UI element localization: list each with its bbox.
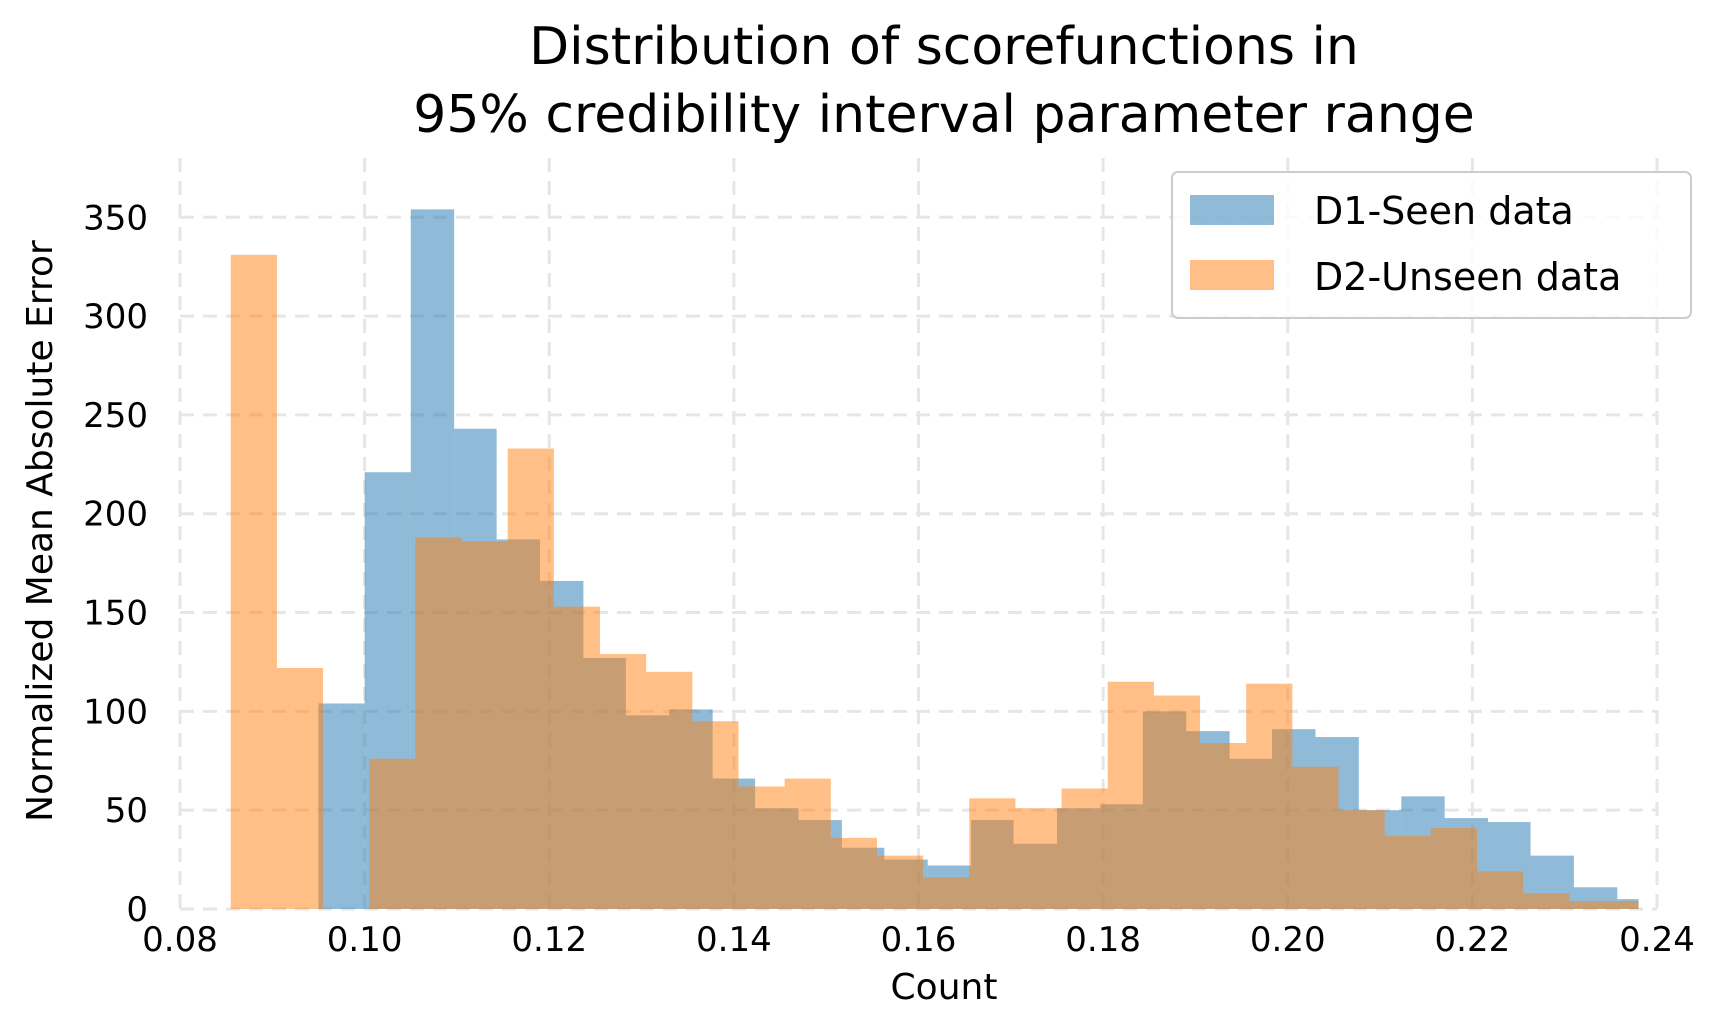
bar-series-0-bin-0 bbox=[318, 703, 365, 909]
bar-series-1-bin-1 bbox=[276, 667, 324, 909]
x-tick-label-1: 0.10 bbox=[327, 920, 403, 960]
bar-series-1-bin-2 bbox=[369, 758, 416, 909]
bar-series-1-bin-8 bbox=[646, 671, 693, 909]
y-tick-label-5: 250 bbox=[83, 396, 148, 436]
bar-series-1-bin-17 bbox=[1061, 788, 1108, 909]
x-tick-label-7: 0.22 bbox=[1435, 920, 1511, 960]
bar-series-1-bin-25 bbox=[1430, 827, 1477, 909]
legend-box bbox=[1171, 171, 1692, 319]
bar-series-1-bin-11 bbox=[784, 778, 831, 909]
bar-series-1-bin-4 bbox=[461, 541, 508, 909]
chart-title-line-2: 95% credibility interval parameter range bbox=[413, 85, 1474, 145]
y-tick-label-2: 100 bbox=[83, 692, 148, 732]
bar-series-1-bin-13 bbox=[876, 855, 924, 909]
bar-series-1-bin-24 bbox=[1384, 835, 1431, 909]
legend-swatch-d2 bbox=[1190, 260, 1274, 290]
bar-series-1-bin-23 bbox=[1338, 810, 1385, 909]
chart-title-line-1: Distribution of scorefunctions in bbox=[529, 17, 1359, 77]
bar-series-1-bin-15 bbox=[969, 798, 1016, 909]
bar-series-1-bin-27 bbox=[1523, 893, 1570, 909]
y-tick-label-0: 0 bbox=[126, 890, 148, 930]
bar-series-1-bin-16 bbox=[1015, 808, 1062, 909]
legend-label-d2: D2-Unseen data bbox=[1314, 255, 1621, 299]
y-tick-label-3: 150 bbox=[83, 594, 148, 634]
bar-series-1-bin-28 bbox=[1569, 901, 1639, 909]
bar-series-1-bin-21 bbox=[1246, 683, 1293, 909]
bar-series-1-bin-5 bbox=[507, 448, 554, 909]
bar-series-1-bin-3 bbox=[415, 537, 462, 909]
bar-series-1-bin-6 bbox=[553, 606, 601, 909]
x-axis-ticks: 0.08 0.10 0.12 0.14 0.16 0.18 0.20 0.22 0.24 bbox=[142, 920, 1695, 960]
x-axis-label: Count bbox=[891, 967, 998, 1008]
x-tick-label-4: 0.16 bbox=[881, 920, 957, 960]
bar-series-1-bin-22 bbox=[1292, 766, 1339, 909]
y-tick-label-7: 350 bbox=[83, 198, 148, 238]
x-tick-label-5: 0.18 bbox=[1065, 920, 1141, 960]
y-tick-label-6: 300 bbox=[83, 297, 148, 337]
x-tick-label-3: 0.14 bbox=[696, 920, 772, 960]
bar-series-1-bin-20 bbox=[1200, 742, 1247, 909]
bar-series-1-bin-19 bbox=[1153, 695, 1201, 909]
legend-swatch-d1 bbox=[1190, 195, 1274, 225]
y-tick-label-1: 50 bbox=[105, 791, 148, 831]
bar-series-1-bin-14 bbox=[923, 877, 970, 909]
x-tick-label-0: 0.08 bbox=[142, 920, 218, 960]
series-d2-bars bbox=[230, 254, 1639, 909]
bar-series-1-bin-10 bbox=[738, 786, 785, 909]
y-tick-label-4: 200 bbox=[83, 495, 148, 535]
y-axis-ticks: 0 50 100 150 200 250 300 350 bbox=[83, 198, 148, 930]
bar-series-1-bin-0 bbox=[230, 254, 277, 909]
legend: D1-Seen data D2-Unseen data bbox=[1171, 171, 1692, 319]
bar-series-1-bin-12 bbox=[830, 837, 877, 909]
legend-label-d1: D1-Seen data bbox=[1314, 189, 1574, 233]
bar-series-1-bin-18 bbox=[1107, 681, 1154, 909]
x-tick-label-6: 0.20 bbox=[1250, 920, 1326, 960]
y-axis-label: Normalized Mean Absolute Error bbox=[20, 240, 61, 822]
bar-series-1-bin-26 bbox=[1476, 871, 1524, 909]
bar-series-1-bin-9 bbox=[692, 721, 739, 909]
x-tick-label-8: 0.24 bbox=[1619, 920, 1695, 960]
bar-series-1-bin-7 bbox=[600, 654, 647, 909]
x-tick-label-2: 0.12 bbox=[511, 920, 587, 960]
